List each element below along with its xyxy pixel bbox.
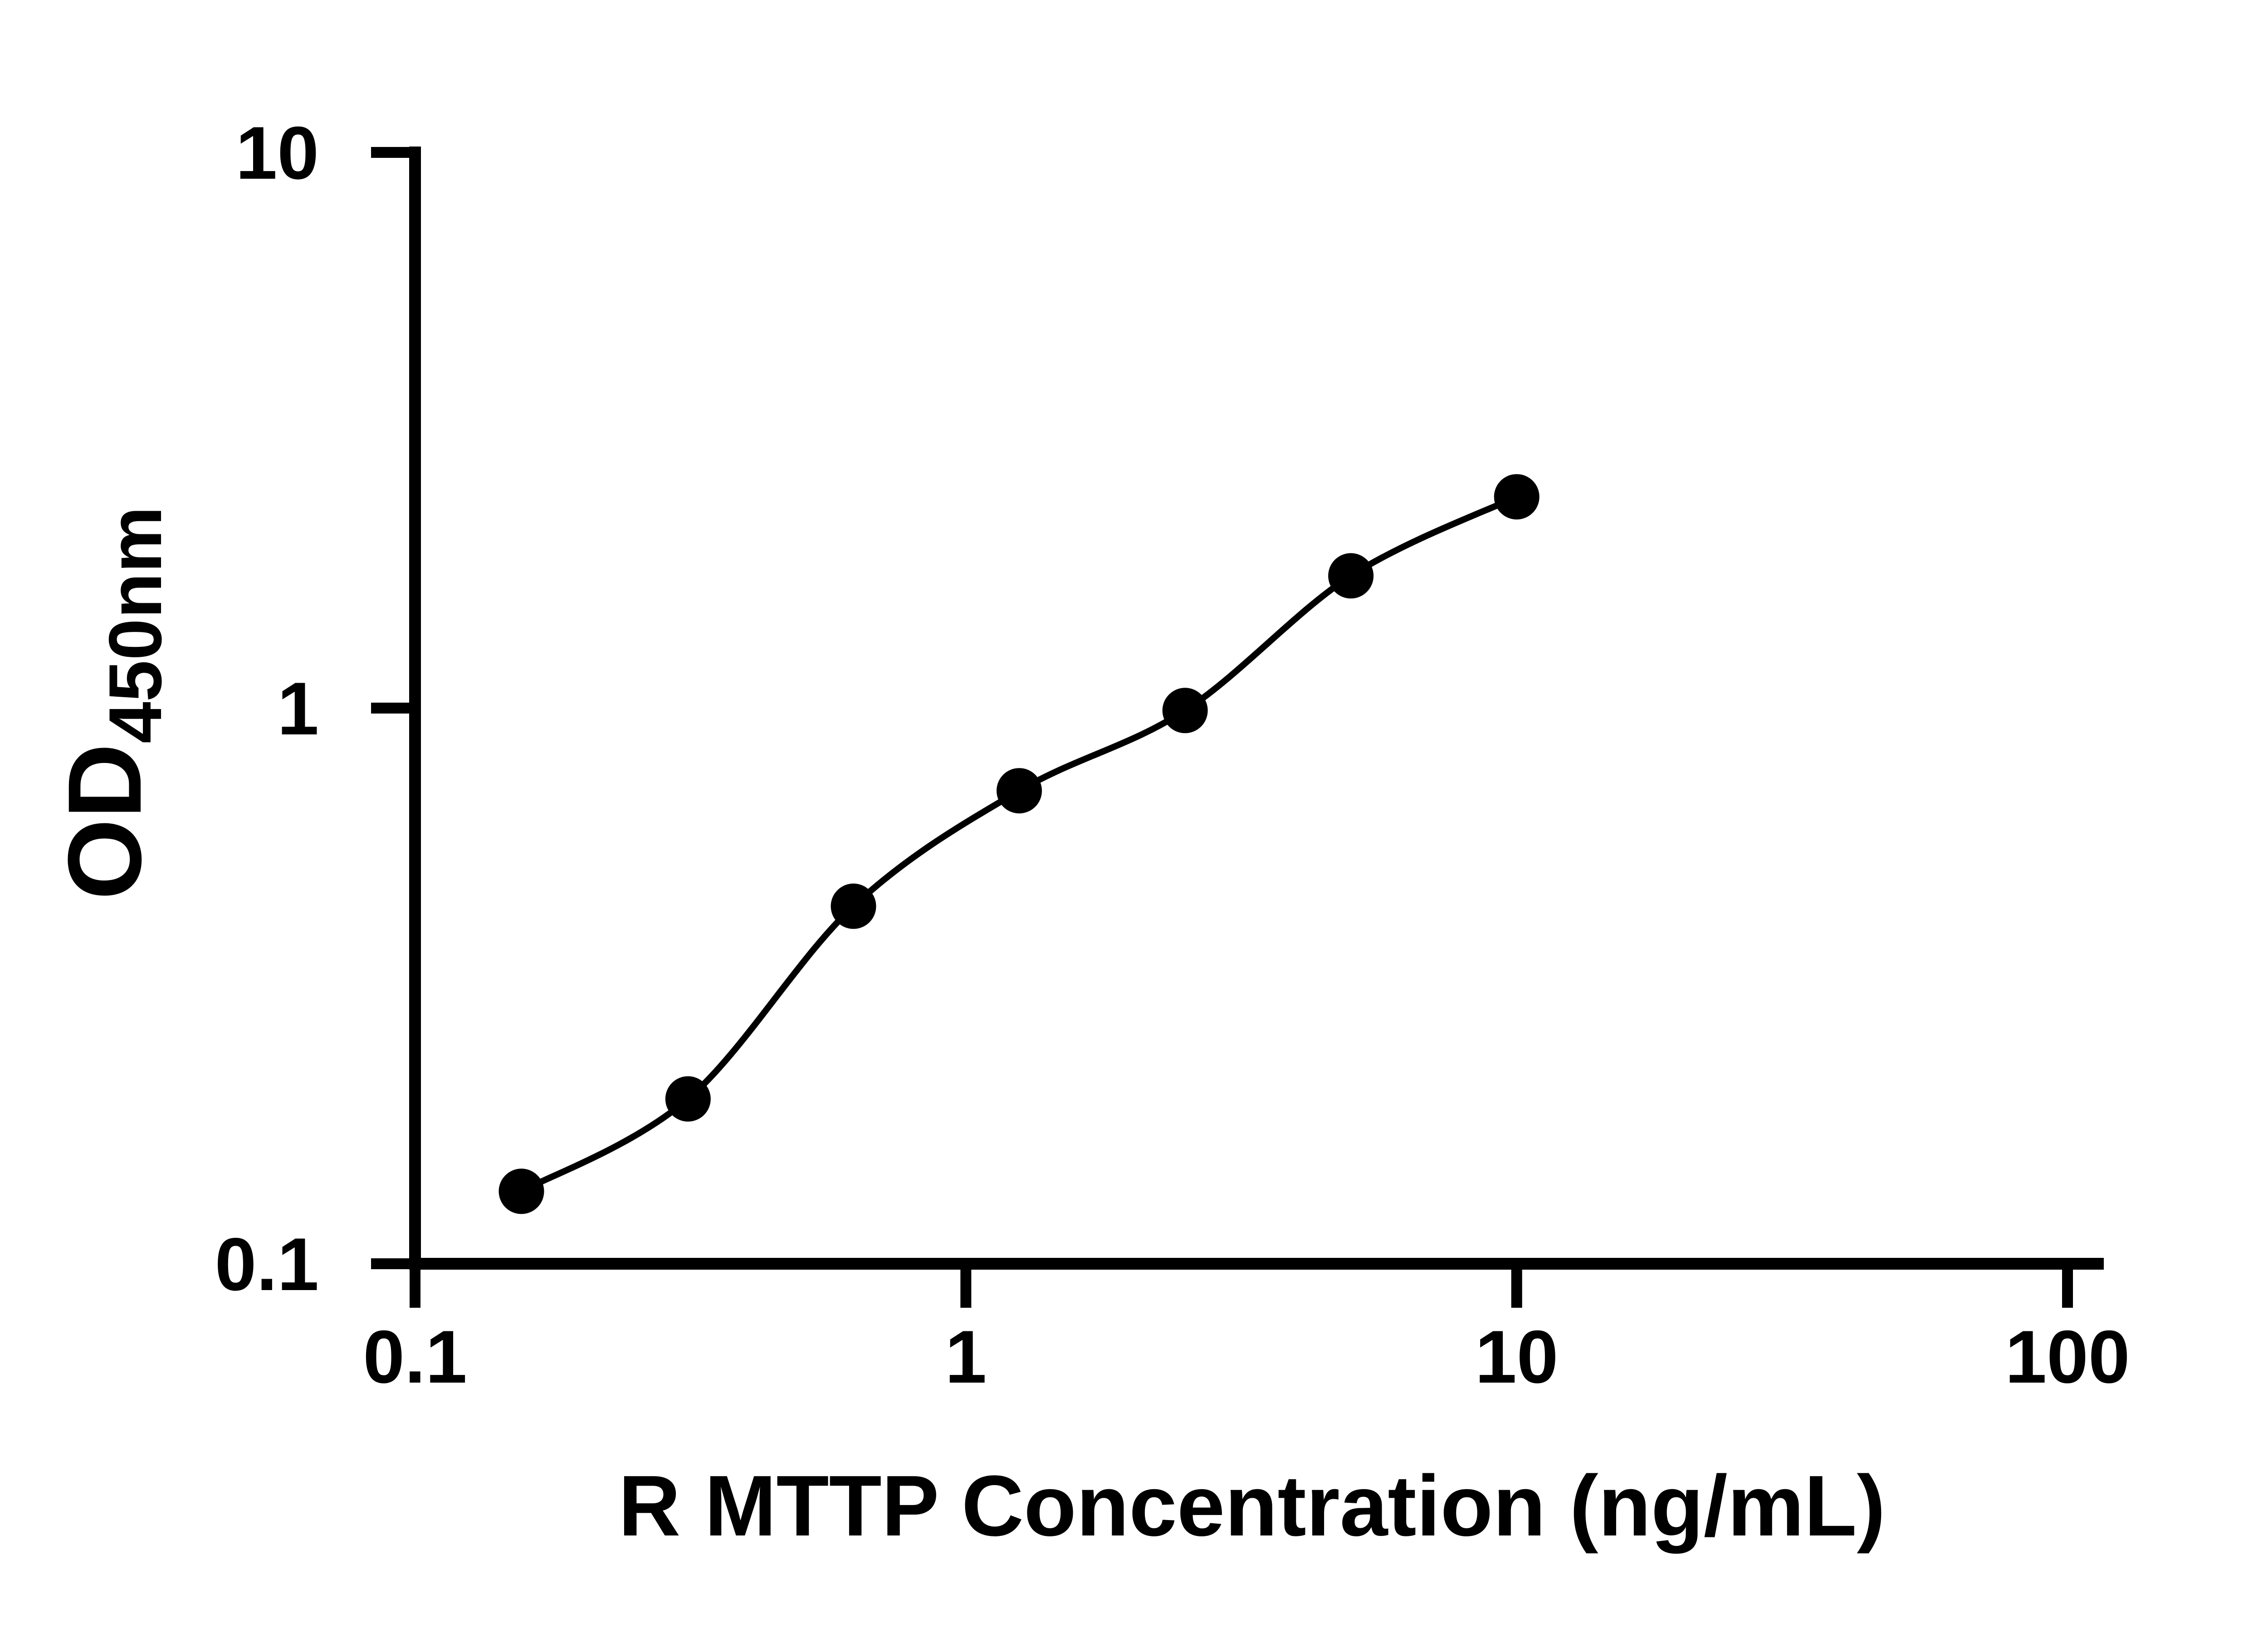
- data-point: [1494, 474, 1540, 520]
- plot-area: 0.1 1 10 100 0.1 1 10: [215, 111, 2130, 1398]
- x-tick-label: 100: [2005, 1315, 2130, 1398]
- x-axis-title: R MTTP Concentration (ng/mL): [618, 1458, 1886, 1554]
- y-axis-title: OD450nm: [46, 506, 177, 900]
- y-axis-title-main: OD: [46, 743, 163, 900]
- x-tick-label: 10: [1475, 1315, 1559, 1398]
- y-tick-label: 1: [277, 667, 319, 750]
- data-point: [1162, 688, 1208, 733]
- x-tick-label: 1: [945, 1315, 987, 1398]
- y-axis-title-subscript: 450nm: [93, 506, 177, 743]
- data-point: [1328, 553, 1374, 599]
- data-point: [665, 1076, 711, 1122]
- data-point: [997, 768, 1042, 814]
- data-point: [831, 883, 876, 929]
- data-point: [499, 1169, 544, 1214]
- y-tick-label: 10: [235, 111, 319, 195]
- x-tick-label: 0.1: [363, 1315, 467, 1398]
- y-tick-label: 0.1: [215, 1222, 319, 1306]
